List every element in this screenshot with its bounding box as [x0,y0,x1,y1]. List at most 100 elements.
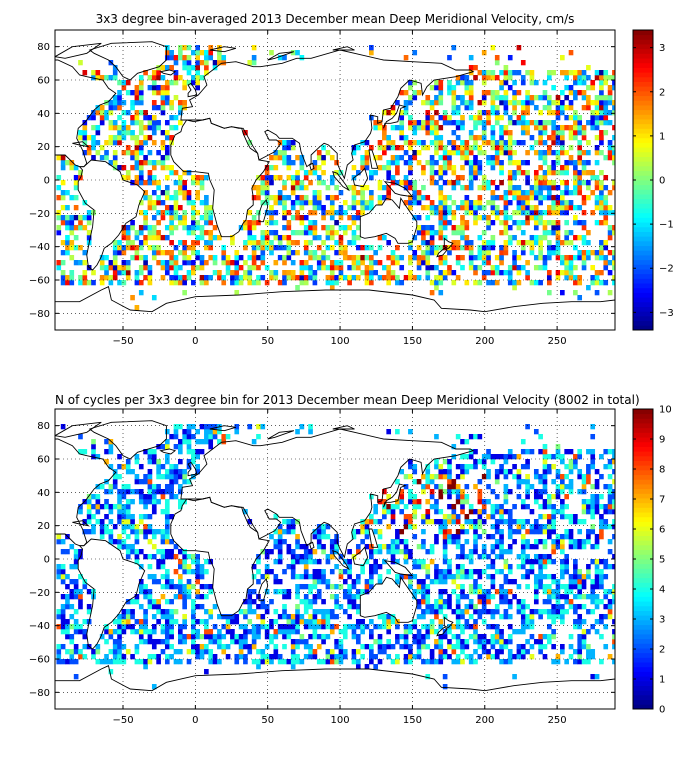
data-cell [178,484,183,490]
data-cell [586,65,591,71]
data-cell [321,225,326,231]
data-cell [438,644,444,650]
data-cell [386,255,392,261]
data-cell [164,579,170,585]
data-cell [581,95,587,101]
data-cell [195,429,200,435]
data-cell [260,255,266,261]
data-cell [377,245,383,251]
data-cell [351,654,357,660]
data-cell [377,534,383,540]
data-cell [408,85,413,91]
data-cell [546,120,552,126]
data-cell [247,235,253,241]
data-cell [586,474,591,480]
data-cell [138,85,144,91]
data-cell [390,260,396,266]
data-cell [204,594,209,600]
data-cell [573,559,578,565]
data-cell [243,270,248,276]
data-cell [546,519,552,525]
data-cell [573,215,578,221]
data-cell [555,614,561,620]
data-cell [434,140,439,146]
data-cell [338,170,344,176]
data-cell [542,155,548,161]
data-cell [486,469,491,475]
data-cell [195,65,200,71]
data-cell [581,70,587,76]
data-cell [529,280,535,286]
data-cell [247,424,253,430]
data-cell [125,235,131,241]
data-cell [264,644,270,650]
data-cell [360,539,365,545]
data-cell [560,200,565,206]
data-cell [134,644,140,650]
data-cell [599,529,604,535]
data-cell [143,624,148,630]
data-cell [590,559,596,565]
data-cell [455,569,461,575]
data-cell [286,524,292,530]
data-cell [429,479,435,485]
data-cell [130,150,135,156]
data-cell [147,654,153,660]
data-cell [486,574,491,580]
data-cell [382,559,387,565]
data-cell [473,270,478,276]
data-cell [586,449,591,455]
colorbar-segment [633,250,653,256]
data-cell [369,205,374,211]
data-cell [525,424,530,430]
data-cell [286,140,292,146]
data-cell [99,255,105,261]
data-cell [164,474,170,480]
data-cell [256,265,261,271]
data-cell [516,165,522,171]
data-cell [130,180,135,186]
data-cell [164,95,170,101]
data-cell [425,589,431,595]
data-cell [599,130,604,136]
data-cell [577,155,583,161]
data-cell [325,624,331,630]
data-cell [260,240,266,246]
data-cell [499,589,504,595]
data-cell [125,619,131,625]
data-cell [204,65,209,71]
data-cell [151,255,157,261]
data-cell [65,649,70,655]
data-cell [538,155,543,161]
data-cell [481,70,487,76]
data-cell [121,619,127,625]
data-cell [599,85,604,91]
data-cell [286,255,292,261]
data-cell [164,454,170,460]
data-cell [451,130,457,136]
data-cell [182,479,187,485]
data-cell [191,175,196,181]
data-cell [529,624,535,630]
data-cell [573,454,578,460]
data-cell [442,589,448,595]
data-cell [303,584,309,590]
data-cell [178,459,183,465]
data-cell [395,504,400,510]
data-cell [542,105,548,111]
data-cell [421,120,426,126]
data-cell [512,70,517,76]
data-cell [316,235,322,241]
data-cell [125,514,131,520]
data-cell [473,519,478,525]
data-cell [551,594,556,600]
data-cell [99,110,105,116]
data-cell [555,539,561,545]
data-cell [138,479,144,485]
data-cell [499,125,504,131]
data-cell [382,509,387,515]
data-cell [134,245,140,251]
data-cell [117,464,122,470]
data-cell [164,130,170,136]
data-cell [486,240,491,246]
